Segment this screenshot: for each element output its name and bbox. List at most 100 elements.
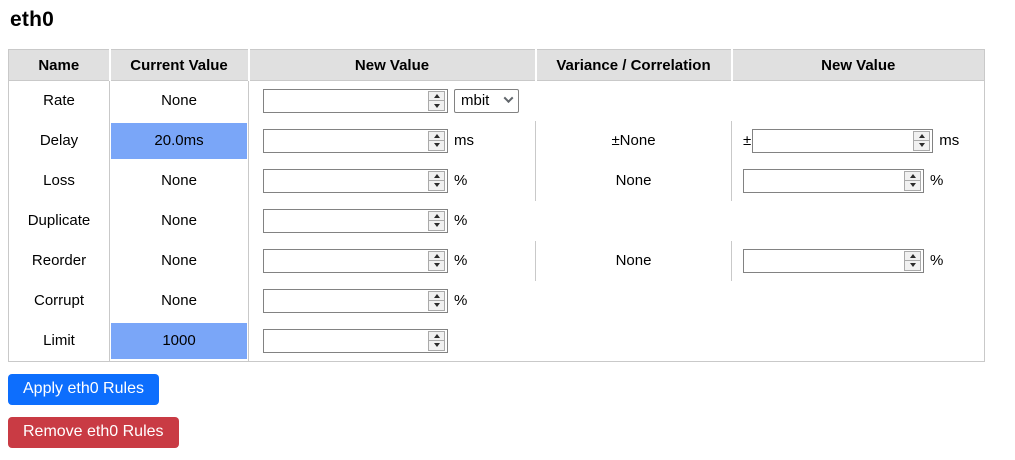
header-new-value: New Value <box>247 49 536 81</box>
rate-new-value-input[interactable] <box>263 88 448 113</box>
spinner <box>428 290 445 311</box>
duplicate-new-value-cell: % <box>249 201 536 241</box>
duplicate-name: Duplicate <box>8 200 110 241</box>
spinner-down-button[interactable] <box>429 140 444 150</box>
limit-new-value-input[interactable] <box>263 328 448 353</box>
header-current-value: Current Value <box>108 49 249 81</box>
duplicate-new-value-input[interactable] <box>263 208 448 233</box>
limit-new-value-cell <box>249 321 536 362</box>
spinner-down-button[interactable] <box>914 140 930 150</box>
loss-new-value-input[interactable] <box>263 168 448 193</box>
rate-unit-value: mbit <box>461 92 490 110</box>
delay-new-value-input[interactable] <box>263 128 448 153</box>
spinner-up-button[interactable] <box>429 211 444 220</box>
limit-current-highlight: 1000 <box>111 322 247 359</box>
spinner <box>904 170 921 191</box>
limit-current-value: 1000 <box>109 320 249 361</box>
spinner-up-button[interactable] <box>429 91 444 101</box>
duplicate-new-value-2-cell <box>732 201 985 241</box>
spinner-down-button[interactable] <box>429 300 444 310</box>
triangle-up-icon <box>433 293 440 298</box>
spinner-down-button[interactable] <box>429 180 444 190</box>
spinner <box>428 330 445 351</box>
row-rate: Rate None mbit <box>8 80 985 121</box>
corrupt-new-value-input[interactable] <box>263 288 448 313</box>
rate-unit-select[interactable]: mbit <box>454 88 519 113</box>
chevron-down-icon <box>503 93 514 104</box>
loss-current-text: None <box>161 172 197 189</box>
spinner-up-button[interactable] <box>429 251 444 260</box>
loss-variance-input[interactable] <box>743 168 924 193</box>
corrupt-new-value-2-cell <box>732 281 985 321</box>
reorder-new-value-input[interactable] <box>263 248 448 273</box>
page-title: eth0 <box>10 8 54 31</box>
delay-unit-label: ms <box>454 132 474 149</box>
triangle-down-icon <box>433 343 440 348</box>
spinner-down-button[interactable] <box>905 180 920 190</box>
spinner-up-button[interactable] <box>905 171 920 180</box>
triangle-down-icon <box>918 143 925 148</box>
loss-new-value-cell: % <box>249 161 536 201</box>
loss-variance-new-cell: % <box>731 160 985 201</box>
eth0-rules-table: Name Current Value New Value Variance / … <box>8 49 985 362</box>
triangle-up-icon <box>909 253 916 258</box>
reorder-variance-value: None <box>535 240 732 281</box>
triangle-up-icon <box>433 253 440 258</box>
limit-new-value-2-cell <box>732 321 985 362</box>
delay-variance-unit-label: ms <box>939 132 960 149</box>
spinner-down-button[interactable] <box>429 260 444 270</box>
spinner-up-button[interactable] <box>429 291 444 300</box>
header-variance-correlation: Variance / Correlation <box>534 49 732 81</box>
duplicate-current-text: None <box>161 212 197 229</box>
delay-variance-input[interactable] <box>752 128 934 153</box>
corrupt-name: Corrupt <box>8 280 110 321</box>
row-reorder: Reorder None % None % <box>8 240 985 281</box>
spinner-down-button[interactable] <box>429 340 444 350</box>
spinner <box>428 170 445 191</box>
header-name: Name <box>8 49 110 81</box>
corrupt-current-value: None <box>109 280 249 321</box>
spinner-down-button[interactable] <box>905 260 920 270</box>
loss-variance-unit-label: % <box>930 172 944 189</box>
limit-name: Limit <box>8 320 110 361</box>
spinner-down-button[interactable] <box>429 220 444 230</box>
duplicate-unit-label: % <box>454 212 468 229</box>
row-duplicate: Duplicate None % <box>8 200 985 241</box>
spinner-down-button[interactable] <box>429 100 444 110</box>
reorder-variance-input[interactable] <box>743 248 924 273</box>
spinner-up-button[interactable] <box>914 131 930 140</box>
duplicate-variance-cell <box>536 201 732 241</box>
loss-name: Loss <box>8 160 110 201</box>
apply-rules-button[interactable]: Apply eth0 Rules <box>8 373 159 405</box>
triangle-down-icon <box>909 263 916 268</box>
rate-variance-cell <box>536 81 732 121</box>
delay-current-value: 20.0ms <box>109 120 249 161</box>
row-loss: Loss None % None % <box>8 160 985 201</box>
triangle-down-icon <box>433 183 440 188</box>
spinner-up-button[interactable] <box>905 251 920 260</box>
spinner-up-button[interactable] <box>429 331 444 340</box>
spinner-up-button[interactable] <box>429 171 444 180</box>
triangle-up-icon <box>433 213 440 218</box>
reorder-name: Reorder <box>8 240 110 281</box>
spinner <box>428 90 445 111</box>
reorder-new-value-cell: % <box>249 241 536 281</box>
loss-unit-label: % <box>454 172 468 189</box>
rate-new-value-cell: mbit <box>249 81 536 121</box>
remove-rules-button[interactable]: Remove eth0 Rules <box>8 416 179 448</box>
triangle-up-icon <box>433 133 440 138</box>
row-limit: Limit 1000 <box>8 320 985 362</box>
spinner <box>428 130 445 151</box>
header-new-value-2: New Value <box>730 49 985 81</box>
spinner-up-button[interactable] <box>429 131 444 140</box>
triangle-up-icon <box>909 173 916 178</box>
reorder-current-text: None <box>161 252 197 269</box>
delay-variance-value: ±None <box>535 120 732 161</box>
triangle-up-icon <box>433 173 440 178</box>
loss-current-value: None <box>109 160 249 201</box>
triangle-down-icon <box>909 183 916 188</box>
delay-name: Delay <box>8 120 110 161</box>
delay-variance-new-cell: ± ms <box>731 120 985 161</box>
triangle-up-icon <box>433 94 440 98</box>
triangle-down-icon <box>433 303 440 308</box>
